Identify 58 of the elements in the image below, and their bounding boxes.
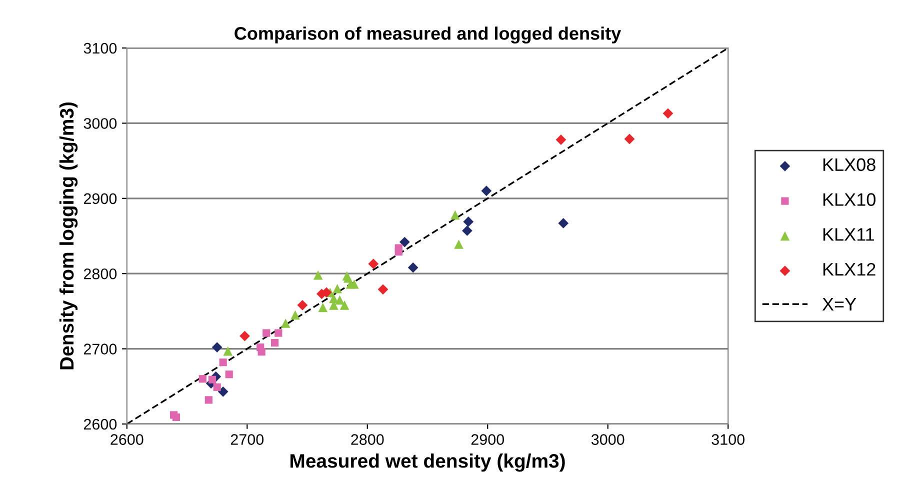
point — [198, 375, 206, 383]
y-axis-title: Density from logging (kg/m3) — [59, 102, 78, 370]
point — [450, 210, 460, 220]
y-tick-label: 2600 — [84, 418, 117, 430]
point — [213, 383, 221, 391]
point — [340, 300, 350, 310]
y-tick-label: 2700 — [84, 344, 117, 354]
x-tick-label: 3100 — [712, 434, 744, 445]
point — [208, 376, 216, 384]
point — [225, 370, 233, 378]
point — [240, 330, 250, 342]
point — [408, 262, 418, 273]
y-tick-label: 3100 — [84, 42, 117, 54]
point — [378, 284, 388, 295]
point — [218, 386, 228, 397]
x-axis-title: Measured wet density (kg/m3) — [290, 454, 565, 472]
x-tick-label: 3000 — [591, 434, 624, 445]
legend-label: KLX11 — [823, 228, 874, 241]
point — [223, 346, 233, 356]
point — [462, 226, 472, 236]
point — [335, 295, 344, 305]
point — [556, 134, 566, 145]
x-tick-label: 2900 — [471, 434, 504, 445]
point — [297, 300, 308, 310]
point — [481, 186, 492, 196]
legend-label: KLX08 — [823, 158, 876, 172]
y-tick-label: 3000 — [84, 118, 117, 129]
point — [262, 329, 270, 337]
point — [463, 216, 474, 227]
point — [274, 329, 282, 337]
point — [270, 338, 279, 347]
point — [258, 348, 266, 356]
point — [332, 284, 342, 294]
x-tick-label: 2700 — [230, 434, 264, 445]
y-tick-label: 2800 — [84, 268, 117, 280]
x-tick-label: 2800 — [351, 434, 384, 445]
point — [624, 134, 635, 144]
point — [662, 108, 674, 119]
point — [219, 358, 227, 366]
point — [172, 413, 180, 422]
x-tick-label: 2600 — [110, 434, 144, 445]
legend-label: KLX10 — [823, 193, 876, 206]
point — [290, 310, 300, 320]
point — [318, 302, 328, 312]
chart-title: Comparison of measured and logged density — [234, 26, 622, 44]
point — [349, 279, 359, 289]
point — [204, 396, 212, 404]
point — [558, 218, 569, 228]
legend-label: KLX12 — [823, 262, 876, 276]
point — [313, 270, 323, 280]
point — [399, 236, 410, 248]
legend-label: X=Y — [822, 298, 856, 310]
point — [368, 258, 379, 270]
y-tick-label: 2900 — [84, 193, 117, 204]
point — [212, 342, 222, 352]
point — [280, 318, 290, 328]
point — [454, 240, 464, 249]
point — [394, 244, 402, 252]
